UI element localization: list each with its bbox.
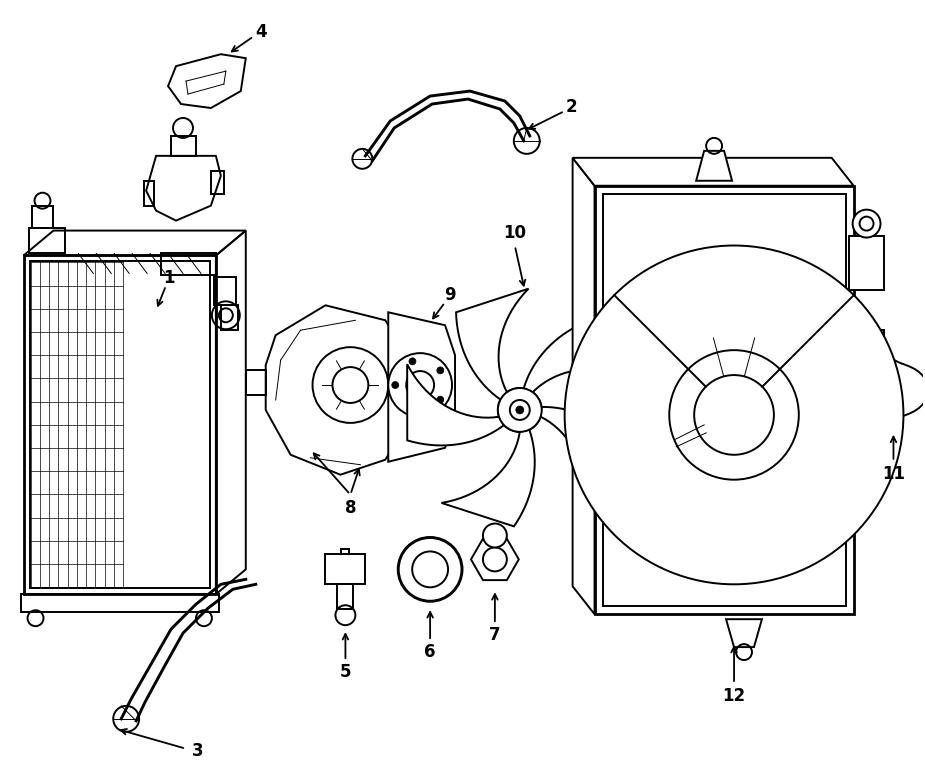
Polygon shape (848, 235, 883, 290)
Text: 2: 2 (566, 98, 577, 116)
Polygon shape (456, 289, 528, 400)
Polygon shape (265, 305, 410, 474)
Polygon shape (573, 158, 854, 186)
Circle shape (853, 209, 881, 238)
Circle shape (437, 396, 444, 403)
Circle shape (858, 370, 898, 410)
Circle shape (516, 406, 524, 414)
Text: 5: 5 (339, 663, 352, 681)
Polygon shape (573, 158, 595, 614)
Text: 3: 3 (192, 742, 204, 760)
Text: 4: 4 (255, 24, 266, 42)
Circle shape (670, 350, 799, 480)
Polygon shape (441, 430, 535, 526)
Circle shape (483, 547, 507, 572)
Circle shape (409, 405, 416, 412)
Polygon shape (524, 319, 638, 392)
Polygon shape (540, 407, 629, 514)
Text: 8: 8 (345, 499, 356, 517)
Circle shape (498, 388, 542, 432)
Polygon shape (388, 312, 455, 462)
Circle shape (388, 353, 452, 417)
Polygon shape (471, 539, 519, 580)
Circle shape (498, 388, 542, 432)
Text: 1: 1 (164, 270, 175, 288)
Circle shape (516, 406, 524, 414)
Circle shape (437, 367, 444, 374)
Circle shape (564, 245, 904, 584)
Circle shape (409, 358, 416, 365)
Text: 9: 9 (444, 286, 456, 304)
Polygon shape (843, 344, 925, 436)
Polygon shape (595, 186, 854, 614)
Circle shape (392, 382, 399, 389)
Circle shape (870, 382, 886, 398)
Text: 10: 10 (503, 223, 526, 241)
Circle shape (313, 347, 388, 423)
Circle shape (399, 538, 462, 601)
Text: 12: 12 (722, 687, 746, 705)
Text: 7: 7 (489, 626, 500, 644)
Polygon shape (697, 151, 732, 181)
Polygon shape (726, 619, 762, 647)
Text: 6: 6 (425, 643, 436, 661)
Circle shape (694, 375, 774, 455)
Polygon shape (407, 365, 504, 445)
Circle shape (483, 524, 507, 547)
Text: 11: 11 (882, 465, 905, 483)
